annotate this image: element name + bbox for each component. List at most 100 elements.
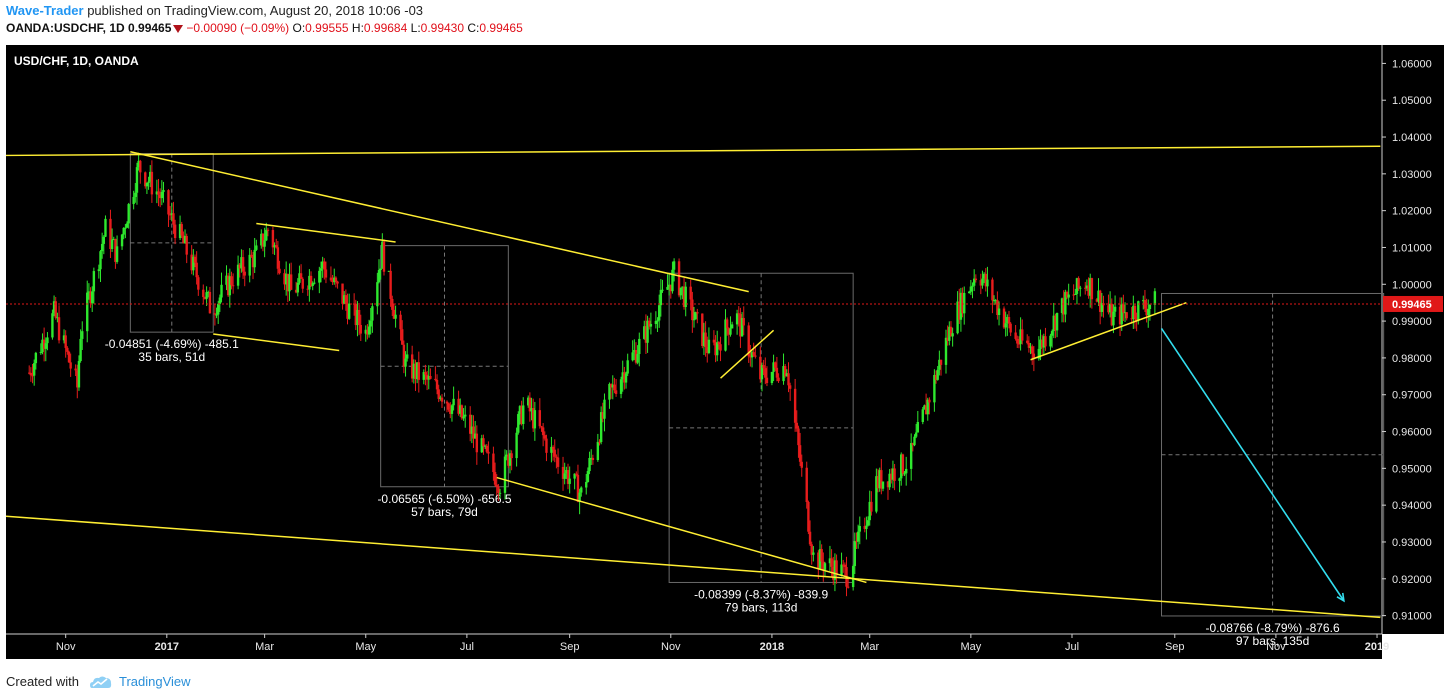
x-tick-label: Nov	[56, 641, 76, 653]
candle-body	[1148, 304, 1152, 310]
candle-body	[190, 254, 193, 271]
candle-body	[342, 295, 346, 304]
candle-body	[54, 301, 57, 318]
candle-body	[139, 160, 142, 173]
candle-body	[145, 182, 149, 187]
candle-body	[774, 362, 777, 368]
candle-body	[205, 292, 208, 299]
y-tick-label: 0.97000	[1392, 390, 1432, 402]
candle-body	[172, 213, 175, 225]
low-value: 0.99430	[420, 21, 465, 35]
candle-body	[1065, 292, 1069, 298]
candle-body	[1067, 294, 1070, 298]
candle-body	[480, 438, 483, 453]
candle-body	[749, 356, 752, 358]
measure-bars-label: 79 bars, 113d	[725, 600, 798, 614]
candle-body	[354, 303, 358, 326]
candle-body	[586, 471, 590, 482]
candle-body	[863, 526, 866, 529]
candle-body	[926, 399, 929, 415]
candle-body	[238, 264, 241, 269]
candle-body	[464, 414, 467, 417]
price-axis[interactable]	[1382, 45, 1444, 634]
candle-body	[704, 332, 707, 348]
candle-body	[1032, 353, 1036, 359]
y-tick-label: 0.95000	[1392, 463, 1432, 475]
candle-body	[87, 291, 91, 293]
candle-body	[657, 305, 661, 321]
candle-body	[843, 564, 847, 568]
candle-body	[503, 456, 507, 493]
candle-body	[459, 405, 462, 414]
candle-body	[193, 256, 197, 263]
candle-body	[701, 313, 704, 347]
candle-body	[449, 409, 452, 414]
candle-body	[1064, 292, 1067, 315]
candle-body	[102, 236, 106, 244]
candle-body	[32, 363, 36, 376]
candle-body	[936, 369, 939, 380]
measure-bars-label: 97 bars, 135d	[1236, 634, 1309, 648]
candle-body	[672, 261, 676, 270]
candle-body	[115, 246, 119, 262]
candle-body	[747, 325, 750, 357]
candle-body	[1107, 305, 1110, 313]
author-link[interactable]: Wave-Trader	[6, 3, 84, 18]
candle-body	[334, 277, 338, 282]
trendline	[5, 515, 1381, 619]
candle-body	[905, 468, 908, 474]
candle-body	[540, 426, 543, 428]
candle-body	[248, 254, 251, 276]
plot-area[interactable]	[6, 45, 1382, 634]
candle-body	[251, 256, 255, 268]
candle-body	[1037, 348, 1041, 359]
candle-body	[880, 470, 883, 489]
candle-body	[1118, 306, 1122, 325]
candle-body	[578, 492, 581, 502]
candle-body	[308, 275, 311, 290]
candle-body	[410, 354, 414, 379]
candle-body	[585, 481, 588, 488]
candle-body	[681, 286, 684, 288]
candle-body	[462, 416, 465, 419]
candle-body	[981, 278, 984, 286]
candle-body	[783, 366, 787, 377]
candle-body	[208, 291, 212, 314]
candle-body	[817, 552, 820, 569]
time-axis[interactable]	[6, 634, 1382, 659]
candle-body	[643, 326, 646, 339]
candle-body	[104, 218, 107, 237]
candle-body	[588, 458, 591, 472]
usdchf-chart[interactable]: USD/CHF, 1D, OANDA -0.04851 (-4.69%) -48…	[0, 41, 1444, 659]
candle-body	[626, 360, 629, 374]
candle-body	[961, 292, 964, 314]
candle-body	[414, 363, 417, 380]
candle-body	[157, 191, 160, 195]
candle-body	[754, 355, 757, 357]
candle-body	[608, 384, 611, 400]
candle-body	[31, 375, 34, 377]
candle-body	[67, 351, 71, 363]
candle-body	[939, 359, 943, 365]
chart-title: USD/CHF, 1D, OANDA	[14, 54, 139, 68]
x-tick-label: May	[960, 641, 981, 653]
candle-body	[170, 213, 173, 215]
price-change: −0.00090 (−0.09%)	[186, 21, 290, 35]
candle-body	[309, 275, 313, 286]
tradingview-brand-link[interactable]: TradingView	[118, 674, 191, 689]
trendlines-layer	[5, 145, 1381, 619]
candle-body	[495, 484, 498, 487]
candle-body	[661, 289, 664, 291]
candle-body	[971, 285, 974, 287]
candle-body	[241, 257, 245, 272]
candle-body	[517, 414, 520, 433]
candle-body	[788, 385, 792, 389]
measurement-layer: -0.04851 (-4.69%) -485.135 bars, 51d -0.0…	[105, 153, 1385, 648]
candle-body	[389, 270, 392, 299]
current-price-tag	[1383, 295, 1443, 312]
candle-body	[893, 468, 896, 481]
candle-body	[381, 241, 384, 269]
candle-body	[475, 433, 479, 453]
candle-body	[482, 438, 485, 447]
candle-body	[599, 412, 603, 443]
